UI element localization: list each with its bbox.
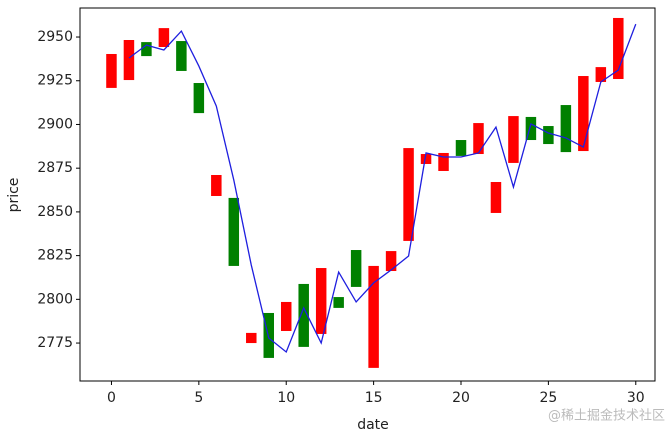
candle-body xyxy=(613,17,624,79)
y-axis-label: price xyxy=(6,178,22,213)
candle-body xyxy=(123,40,135,81)
candle-body xyxy=(420,154,432,164)
candle-body xyxy=(280,301,292,331)
candle-body xyxy=(246,332,257,344)
candle-body xyxy=(543,126,554,145)
watermark: @稀土掘金技术社区 xyxy=(548,408,665,424)
candle-body xyxy=(333,297,344,308)
candle-body xyxy=(525,116,537,141)
candle-body xyxy=(211,175,222,196)
candle-body xyxy=(455,140,467,156)
y-tick-label: 2800 xyxy=(37,291,73,307)
y-tick-label: 2875 xyxy=(37,160,73,176)
candle-body xyxy=(193,83,205,114)
candle-body xyxy=(158,28,170,47)
candle-body xyxy=(106,53,117,88)
y-tick-label: 2775 xyxy=(37,335,73,351)
candle-body xyxy=(578,76,589,152)
y-tick-label: 2925 xyxy=(37,73,73,89)
candle-body xyxy=(368,265,379,368)
candle-body xyxy=(403,148,414,241)
x-tick-label: 20 xyxy=(452,390,470,406)
y-tick-label: 2950 xyxy=(37,29,73,45)
y-tick-label: 2825 xyxy=(37,248,73,264)
y-tick-label: 2900 xyxy=(37,116,73,132)
x-tick-label: 30 xyxy=(627,390,645,406)
candle-body xyxy=(473,123,484,155)
candle-body xyxy=(176,41,187,71)
x-tick-label: 25 xyxy=(539,390,557,406)
candle-body xyxy=(490,181,502,213)
candle-body xyxy=(298,283,309,347)
x-tick-label: 0 xyxy=(107,390,116,406)
candle-body xyxy=(141,42,152,57)
candle-body xyxy=(560,105,572,153)
x-tick-label: 10 xyxy=(277,390,295,406)
candle-body xyxy=(315,268,327,334)
candle-body xyxy=(385,251,397,272)
candle-body xyxy=(228,197,240,266)
candle-body xyxy=(350,250,362,287)
axes-frame xyxy=(79,7,656,382)
price-line xyxy=(128,23,637,354)
x-tick-label: 15 xyxy=(365,390,383,406)
candle-body xyxy=(508,116,519,163)
x-axis-label: date xyxy=(357,417,389,433)
candle-body xyxy=(438,152,449,171)
y-tick-label: 2850 xyxy=(37,204,73,220)
candle-body xyxy=(595,67,607,82)
x-tick-label: 5 xyxy=(194,390,203,406)
